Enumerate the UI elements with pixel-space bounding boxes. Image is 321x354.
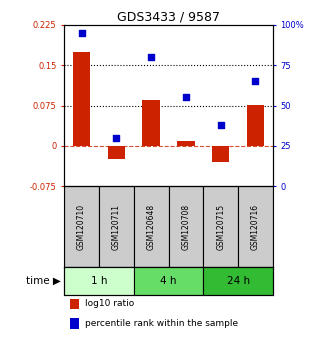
Text: percentile rank within the sample: percentile rank within the sample (85, 319, 238, 328)
Text: 24 h: 24 h (227, 276, 250, 286)
Bar (71, 299, 79, 309)
Text: GSM120710: GSM120710 (77, 204, 86, 250)
Text: 1 h: 1 h (91, 276, 107, 286)
Text: GSM120715: GSM120715 (216, 204, 225, 250)
Text: 4 h: 4 h (160, 276, 177, 286)
Text: time ▶: time ▶ (26, 276, 61, 286)
Point (79, 30, 84, 36)
Bar (203, 186, 238, 267)
Bar (134, 267, 203, 295)
Bar (108, 146, 125, 159)
Point (218, 122, 223, 128)
Bar (169, 186, 203, 267)
Bar (64, 267, 134, 295)
Bar (177, 141, 195, 146)
Bar (247, 105, 264, 146)
Bar (99, 186, 134, 267)
Text: GSM120708: GSM120708 (181, 204, 190, 250)
Point (253, 79, 258, 84)
Point (149, 54, 154, 60)
Bar (203, 267, 273, 295)
Bar (143, 100, 160, 146)
Text: GSM120711: GSM120711 (112, 204, 121, 250)
Bar (212, 146, 230, 162)
Point (183, 95, 188, 100)
Bar (238, 186, 273, 267)
Text: GSM120716: GSM120716 (251, 204, 260, 250)
Bar (73, 52, 90, 146)
Text: log10 ratio: log10 ratio (85, 299, 134, 308)
Text: GSM120648: GSM120648 (147, 204, 156, 250)
Bar (71, 318, 79, 329)
Bar (64, 186, 99, 267)
Title: GDS3433 / 9587: GDS3433 / 9587 (117, 11, 220, 24)
Bar (134, 186, 169, 267)
Point (114, 135, 119, 141)
